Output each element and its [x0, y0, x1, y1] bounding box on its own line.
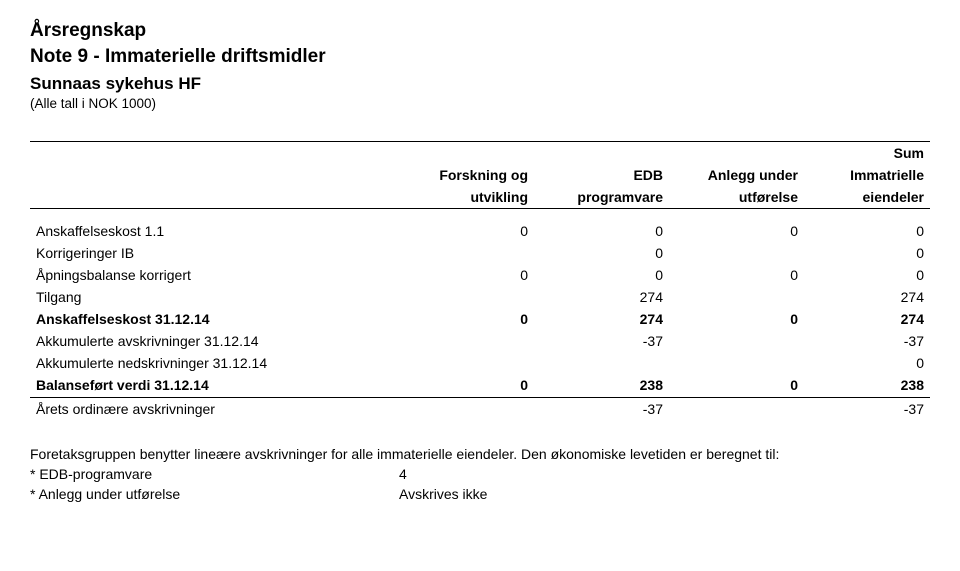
cell: 0 [804, 352, 930, 374]
table-row: Balanseført verdi 31.12.14 0 238 0 238 [30, 374, 930, 398]
cell [534, 352, 669, 374]
footer-item: * EDB-programvare 4 [30, 466, 930, 482]
col-header: Forskning og [399, 164, 534, 186]
cell [669, 286, 804, 308]
cell: -37 [534, 330, 669, 352]
footer-key: * EDB-programvare [30, 466, 399, 482]
row-label: Anskaffelseskost 1.1 [30, 209, 399, 243]
cell [669, 242, 804, 264]
col-header [30, 142, 399, 165]
cell [669, 398, 804, 421]
cell: 0 [399, 308, 534, 330]
row-label: Tilgang [30, 286, 399, 308]
cell: 238 [804, 374, 930, 398]
cell: 0 [399, 264, 534, 286]
cell [399, 286, 534, 308]
table-row: Årets ordinære avskrivninger -37 -37 [30, 398, 930, 421]
cell: 274 [804, 286, 930, 308]
cell: -37 [804, 330, 930, 352]
cell: 274 [534, 308, 669, 330]
table-row: Åpningsbalanse korrigert 0 0 0 0 [30, 264, 930, 286]
cell: 0 [534, 242, 669, 264]
table-row: Tilgang 274 274 [30, 286, 930, 308]
cell: 0 [804, 242, 930, 264]
intangibles-table: Sum Forskning og EDB Anlegg under Immatr… [30, 141, 930, 420]
row-label: Åpningsbalanse korrigert [30, 264, 399, 286]
cell [399, 352, 534, 374]
cell: 0 [669, 308, 804, 330]
cell: -37 [804, 398, 930, 421]
cell: 0 [669, 374, 804, 398]
col-header: eiendeler [804, 186, 930, 209]
row-label: Korrigeringer IB [30, 242, 399, 264]
entity-name: Sunnaas sykehus HF [30, 74, 930, 94]
cell: 0 [804, 209, 930, 243]
cell [399, 242, 534, 264]
cell [399, 398, 534, 421]
cell: 274 [804, 308, 930, 330]
cell: 0 [399, 209, 534, 243]
note-title: Note 9 - Immaterielle driftsmidler [30, 46, 930, 68]
col-header [30, 186, 399, 209]
row-label: Anskaffelseskost 31.12.14 [30, 308, 399, 330]
cell: 238 [534, 374, 669, 398]
table-row: Akkumulerte avskrivninger 31.12.14 -37 -… [30, 330, 930, 352]
col-header: utvikling [399, 186, 534, 209]
cell: 274 [534, 286, 669, 308]
col-header [30, 164, 399, 186]
col-header: utførelse [669, 186, 804, 209]
unit-note: (Alle tall i NOK 1000) [30, 96, 930, 111]
cell: 0 [669, 264, 804, 286]
cell: 0 [804, 264, 930, 286]
footer-key: * Anlegg under utførelse [30, 486, 399, 502]
row-label: Akkumulerte nedskrivninger 31.12.14 [30, 352, 399, 374]
cell [399, 330, 534, 352]
row-label: Akkumulerte avskrivninger 31.12.14 [30, 330, 399, 352]
col-header [669, 142, 804, 165]
table-row: Anskaffelseskost 31.12.14 0 274 0 274 [30, 308, 930, 330]
col-header: Anlegg under [669, 164, 804, 186]
cell: 0 [534, 209, 669, 243]
footer-text: Foretaksgruppen benytter lineære avskriv… [30, 446, 930, 462]
row-label: Balanseført verdi 31.12.14 [30, 374, 399, 398]
cell [669, 330, 804, 352]
table-row: Anskaffelseskost 1.1 0 0 0 0 [30, 209, 930, 243]
footer-block: Foretaksgruppen benytter lineære avskriv… [30, 446, 930, 502]
row-label: Årets ordinære avskrivninger [30, 398, 399, 421]
cell: 0 [534, 264, 669, 286]
col-header: Sum [804, 142, 930, 165]
footer-item: * Anlegg under utførelse Avskrives ikke [30, 486, 930, 502]
col-header [399, 142, 534, 165]
cell: 0 [669, 209, 804, 243]
footer-value: Avskrives ikke [399, 486, 534, 502]
col-header: Immatrielle [804, 164, 930, 186]
table-body: Anskaffelseskost 1.1 0 0 0 0 Korrigering… [30, 209, 930, 421]
col-header: EDB [534, 164, 669, 186]
cell: -37 [534, 398, 669, 421]
table-row: Korrigeringer IB 0 0 [30, 242, 930, 264]
cell: 0 [399, 374, 534, 398]
doc-title: Årsregnskap [30, 20, 930, 42]
table-row: Akkumulerte nedskrivninger 31.12.14 0 [30, 352, 930, 374]
footer-value: 4 [399, 466, 534, 482]
col-header: programvare [534, 186, 669, 209]
cell [669, 352, 804, 374]
col-header [534, 142, 669, 165]
